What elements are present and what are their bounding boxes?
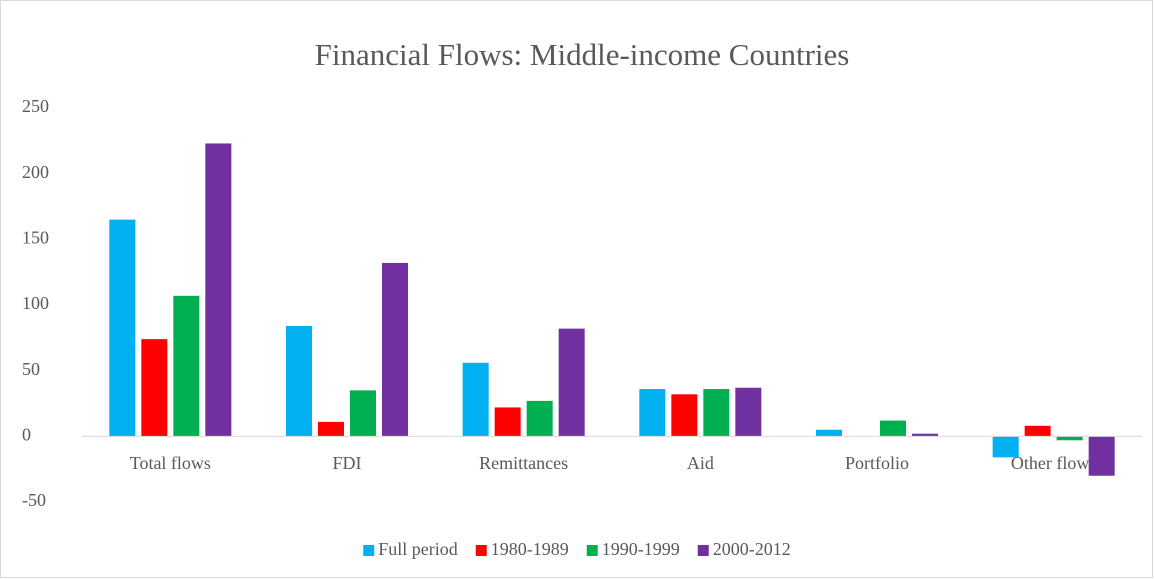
y-tick-label: 200	[22, 162, 49, 182]
legend-label: 1980-1989	[491, 539, 569, 559]
x-tick-label: Remittances	[479, 453, 568, 473]
bar	[141, 339, 168, 437]
legend-swatch	[586, 545, 598, 556]
bar	[1024, 425, 1051, 437]
x-tick-label: FDI	[332, 453, 361, 473]
bar	[318, 421, 344, 437]
x-tick-label: Aid	[687, 453, 714, 473]
legend-swatch	[475, 545, 487, 556]
y-tick-label: -50	[22, 490, 46, 510]
y-tick-label: 50	[22, 359, 40, 379]
bar	[382, 262, 408, 437]
y-tick-label: 250	[22, 96, 49, 116]
bar	[109, 219, 136, 437]
bar	[671, 394, 698, 437]
bar	[816, 429, 842, 437]
bar	[494, 407, 521, 437]
legend-label: Full period	[378, 539, 458, 559]
x-tick-label: Other flows	[1011, 453, 1096, 473]
bar	[992, 436, 1019, 458]
legend-swatch	[697, 545, 709, 556]
y-tick-label: 100	[22, 293, 49, 313]
bar	[880, 420, 906, 437]
bar	[735, 387, 762, 437]
y-tick-label: 0	[22, 424, 31, 444]
bar	[286, 326, 312, 437]
bar	[350, 390, 376, 437]
bar	[173, 295, 200, 437]
bar	[462, 362, 489, 437]
bar	[639, 389, 666, 437]
legend-label: 2000-2012	[713, 539, 791, 559]
y-tick-label: 150	[22, 227, 49, 247]
x-tick-label: Portfolio	[845, 453, 909, 473]
bar	[703, 389, 730, 437]
legend-swatch	[363, 545, 375, 556]
bar	[912, 433, 938, 437]
legend-label: 1990-1999	[602, 539, 680, 559]
bar	[205, 143, 232, 437]
bar	[1088, 436, 1115, 476]
x-tick-label: Total flows	[130, 453, 211, 473]
bar	[1056, 436, 1083, 441]
bar	[558, 328, 585, 437]
chart-title: Financial Flows: Middle-income Countries	[315, 37, 850, 72]
bar	[526, 400, 553, 437]
